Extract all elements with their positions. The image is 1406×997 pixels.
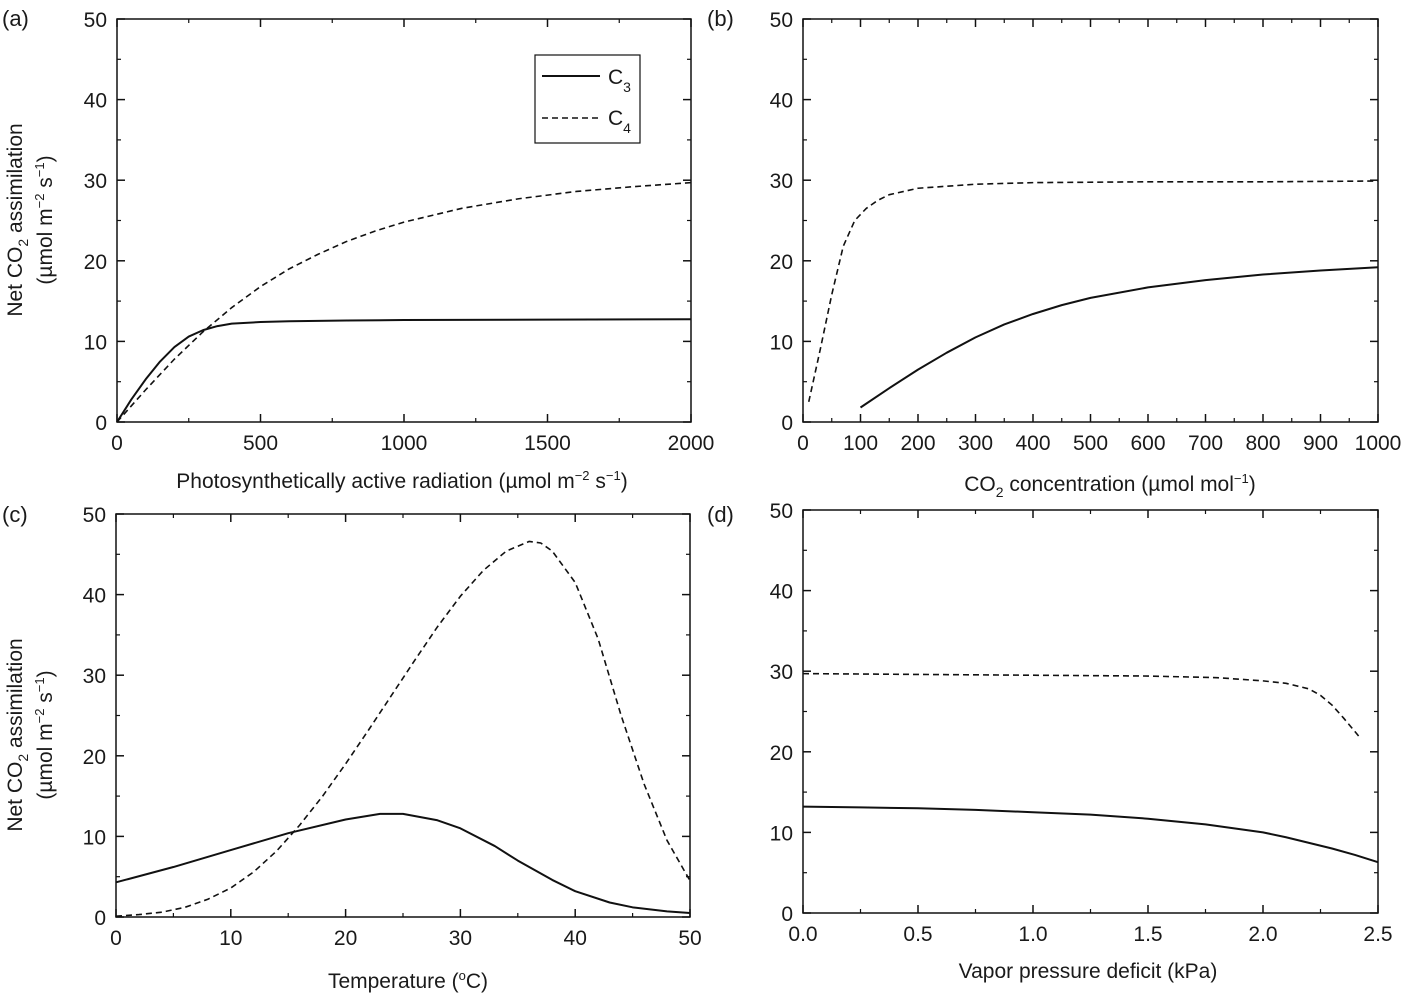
x-tick-label-d: 2.0 xyxy=(1248,923,1277,946)
x-axis-label-d: Vapor pressure deficit (kPa) xyxy=(959,960,1218,983)
y-tick-label-b: 0 xyxy=(781,412,793,435)
x-tick-label-d: 1.5 xyxy=(1133,923,1162,946)
x-tick-label-b: 600 xyxy=(1130,432,1165,455)
series-group-a xyxy=(116,181,692,423)
series-line-c3-c xyxy=(115,812,691,914)
y-tick-label-a: 40 xyxy=(84,90,107,113)
x-tick-label-a: 2000 xyxy=(668,432,715,455)
panel-c: (c) 0 10 20 30 40 50 0 10 20 30 40 50 Net CO2 assi… xyxy=(2,502,702,993)
x-tick-label-c: 50 xyxy=(678,927,701,950)
series-line-c3-a xyxy=(116,318,692,423)
y-axis-ticks-b: 0 10 20 30 40 50 xyxy=(770,9,1378,435)
x-tick-label-b: 800 xyxy=(1245,432,1280,455)
plot-frame-b xyxy=(802,18,1379,423)
y-axis-ticks-c: 0 10 20 30 40 50 xyxy=(83,504,690,930)
x-axis-label-c: Temperature (oC) xyxy=(328,968,488,993)
y-tick-label-c: 40 xyxy=(83,585,106,608)
legend-box xyxy=(534,54,641,144)
x-tick-label-a: 1500 xyxy=(524,432,571,455)
series-line-c4-c xyxy=(115,540,691,917)
x-axis-ticks-b: 0 100 200 300 400 500 600 700 800 900 1000 xyxy=(797,19,1401,455)
y-tick-label-c: 50 xyxy=(83,504,106,527)
x-axis-label-a: Photosynthetically active radiation (µmo… xyxy=(176,468,627,493)
y-tick-label-c: 20 xyxy=(83,746,106,769)
x-tick-label-c: 0 xyxy=(110,927,122,950)
y-tick-label-d: 10 xyxy=(770,822,793,845)
y-axis-label-line2-c: (µmol m−2 s−1) xyxy=(32,670,57,799)
plot-frame-c xyxy=(115,513,691,918)
y-tick-label-d: 40 xyxy=(770,581,793,604)
x-tick-label-b: 200 xyxy=(900,432,935,455)
y-tick-label-b: 50 xyxy=(770,9,793,32)
panel-letter-c: (c) xyxy=(2,502,28,527)
y-tick-label-b: 20 xyxy=(770,251,793,274)
x-tick-label-a: 1000 xyxy=(381,432,428,455)
x-axis-ticks-d: 0.0 0.5 1.0 1.5 2.0 2.5 xyxy=(788,510,1393,946)
y-axis-label-line1-c: Net CO2 assimilation xyxy=(4,638,31,831)
legend: C3 C4 xyxy=(534,54,641,144)
y-tick-label-d: 20 xyxy=(770,742,793,765)
panel-d: (d) 0.0 0.5 1.0 1.5 2.0 2.5 0 10 20 30 40 50 Vapor… xyxy=(707,500,1393,983)
series-line-c3-b xyxy=(859,266,1379,409)
series-line-c4-b xyxy=(807,180,1379,403)
y-axis-label-line1-a: Net CO2 assimilation xyxy=(4,123,31,316)
x-tick-label-b: 700 xyxy=(1188,432,1223,455)
y-tick-label-b: 30 xyxy=(770,170,793,193)
y-tick-label-a: 20 xyxy=(84,251,107,274)
panel-a: (a) 0 500 1000 1500 2000 0 10 20 30 40 50 Net CO2… xyxy=(2,6,714,493)
series-group-d xyxy=(802,672,1379,864)
y-axis-ticks-d: 0 10 20 30 40 50 xyxy=(770,500,1378,926)
y-axis-ticks-a: 0 10 20 30 40 50 xyxy=(84,9,691,435)
x-axis-label-b: CO2 concentration (µmol mol−1) xyxy=(964,471,1255,500)
legend-label-c4: C4 xyxy=(608,107,631,136)
y-tick-label-a: 10 xyxy=(84,331,107,354)
series-group-c xyxy=(115,540,691,917)
x-tick-label-d: 0.5 xyxy=(903,923,932,946)
x-tick-label-b: 300 xyxy=(958,432,993,455)
y-tick-label-a: 30 xyxy=(84,170,107,193)
x-tick-label-b: 1000 xyxy=(1355,432,1402,455)
x-tick-label-a: 0 xyxy=(111,432,123,455)
x-tick-label-d: 1.0 xyxy=(1018,923,1047,946)
series-line-c4-d xyxy=(802,672,1361,738)
y-tick-label-c: 30 xyxy=(83,665,106,688)
x-tick-label-d: 2.5 xyxy=(1363,923,1392,946)
x-tick-label-b: 900 xyxy=(1303,432,1338,455)
x-axis-ticks-c: 0 10 20 30 40 50 xyxy=(110,514,702,950)
x-tick-label-c: 10 xyxy=(219,927,242,950)
y-tick-label-d: 30 xyxy=(770,661,793,684)
panel-letter-a: (a) xyxy=(2,6,29,31)
y-tick-label-d: 50 xyxy=(770,500,793,523)
legend-label-c3: C3 xyxy=(608,66,631,95)
plot-frame-d xyxy=(802,509,1379,914)
x-tick-label-c: 20 xyxy=(334,927,357,950)
series-line-c3-d xyxy=(802,805,1379,864)
y-tick-label-d: 0 xyxy=(781,903,793,926)
x-tick-label-b: 400 xyxy=(1015,432,1050,455)
y-tick-label-c: 10 xyxy=(83,826,106,849)
series-line-c4-a xyxy=(116,181,692,423)
y-tick-label-c: 0 xyxy=(94,907,106,930)
x-axis-ticks-a: 0 500 1000 1500 2000 xyxy=(111,19,714,455)
y-tick-label-b: 40 xyxy=(770,90,793,113)
panel-letter-d: (d) xyxy=(707,502,734,527)
series-group-b xyxy=(807,180,1379,409)
x-tick-label-b: 0 xyxy=(797,432,809,455)
x-tick-label-b: 100 xyxy=(843,432,878,455)
panel-letter-b: (b) xyxy=(707,6,734,31)
y-tick-label-a: 50 xyxy=(84,9,107,32)
x-tick-label-c: 40 xyxy=(564,927,587,950)
x-tick-label-a: 500 xyxy=(243,432,278,455)
y-axis-label-line2-a: (µmol m−2 s−1) xyxy=(32,155,57,284)
panel-b: (b) 0 100 200 300 400 500 600 700 800 900 1000 0 10… xyxy=(707,6,1401,500)
y-tick-label-b: 10 xyxy=(770,331,793,354)
y-tick-label-a: 0 xyxy=(95,412,107,435)
x-tick-label-c: 30 xyxy=(449,927,472,950)
x-tick-label-b: 500 xyxy=(1073,432,1108,455)
x-tick-label-d: 0.0 xyxy=(788,923,817,946)
